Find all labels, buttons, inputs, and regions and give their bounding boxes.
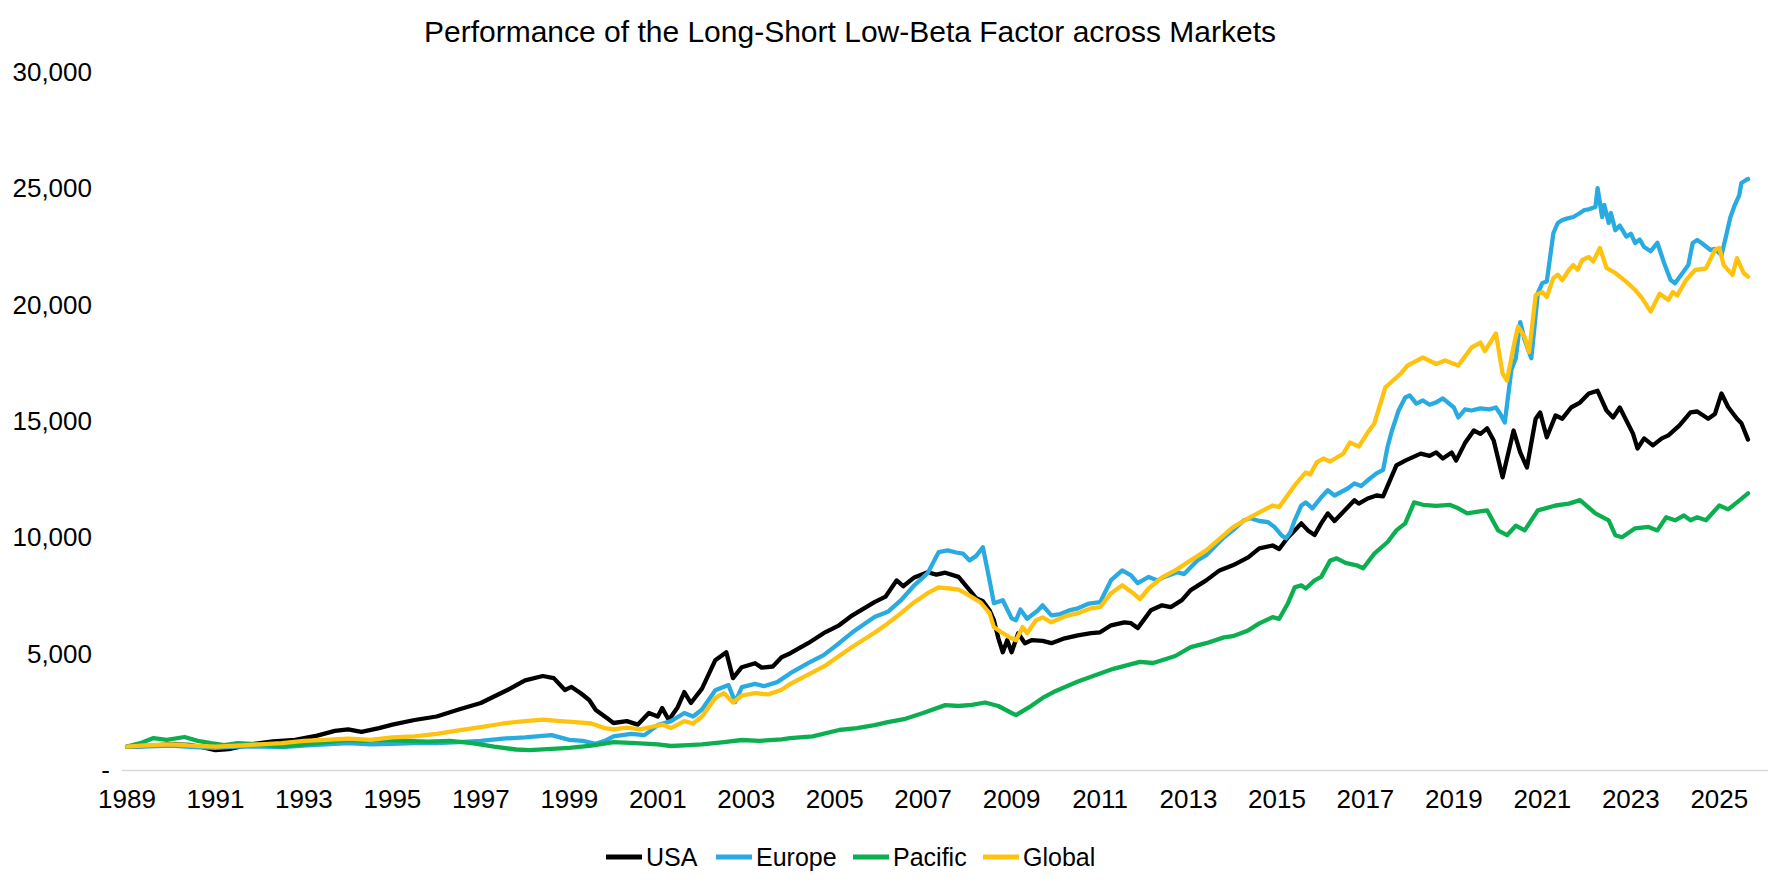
y-axis-tick-label: - — [101, 755, 110, 785]
x-axis: 1989 1991 1993 1995 1997 1999 2001 2003 2005 2007… — [98, 784, 1748, 814]
x-axis-tick-label: 2015 — [1248, 784, 1306, 814]
x-axis-tick-label: 2003 — [717, 784, 775, 814]
legend-item-pacific: Pacific — [853, 843, 967, 871]
legend-item-usa: USA — [606, 843, 698, 871]
legend: USA Europe Pacific Global — [606, 843, 1095, 871]
x-axis-tick-label: 1989 — [98, 784, 156, 814]
legend-label-pacific: Pacific — [893, 843, 967, 871]
x-axis-tick-label: 1999 — [540, 784, 598, 814]
x-axis-tick-label: 2019 — [1425, 784, 1483, 814]
x-axis-tick-label: 2005 — [806, 784, 864, 814]
x-axis-tick-label: 2025 — [1690, 784, 1748, 814]
x-axis-tick-label: 2009 — [983, 784, 1041, 814]
line-chart: Performance of the Long-Short Low-Beta F… — [0, 0, 1772, 886]
x-axis-tick-label: 2021 — [1513, 784, 1571, 814]
legend-label-usa: USA — [646, 843, 698, 871]
x-axis-tick-label: 2013 — [1160, 784, 1218, 814]
legend-label-europe: Europe — [756, 843, 837, 871]
y-axis-tick-label: 25,000 — [12, 173, 92, 203]
series-line-pacific — [127, 493, 1748, 750]
y-axis-tick-label: 15,000 — [12, 406, 92, 436]
chart-title: Performance of the Long-Short Low-Beta F… — [424, 15, 1276, 48]
y-axis-tick-label: 20,000 — [12, 290, 92, 320]
legend-item-global: Global — [983, 843, 1095, 871]
x-axis-tick-label: 2023 — [1602, 784, 1660, 814]
x-axis-tick-label: 1991 — [187, 784, 245, 814]
x-axis-tick-label: 2017 — [1336, 784, 1394, 814]
series-line-global — [127, 248, 1748, 747]
y-axis-tick-label: 5,000 — [27, 639, 92, 669]
y-axis-tick-label: 30,000 — [12, 57, 92, 87]
y-axis: 30,000 25,000 20,000 15,000 10,000 5,000 - — [12, 57, 110, 785]
x-axis-tick-label: 2011 — [1072, 784, 1128, 814]
series-line-usa — [127, 391, 1748, 750]
x-axis-tick-label: 1997 — [452, 784, 510, 814]
x-axis-tick-label: 1995 — [363, 784, 421, 814]
y-axis-tick-label: 10,000 — [12, 522, 92, 552]
x-axis-tick-label: 2001 — [629, 784, 687, 814]
legend-label-global: Global — [1023, 843, 1095, 871]
x-axis-tick-label: 2007 — [894, 784, 952, 814]
plot-series — [127, 179, 1748, 750]
x-axis-tick-label: 1993 — [275, 784, 333, 814]
legend-item-europe: Europe — [716, 843, 837, 871]
